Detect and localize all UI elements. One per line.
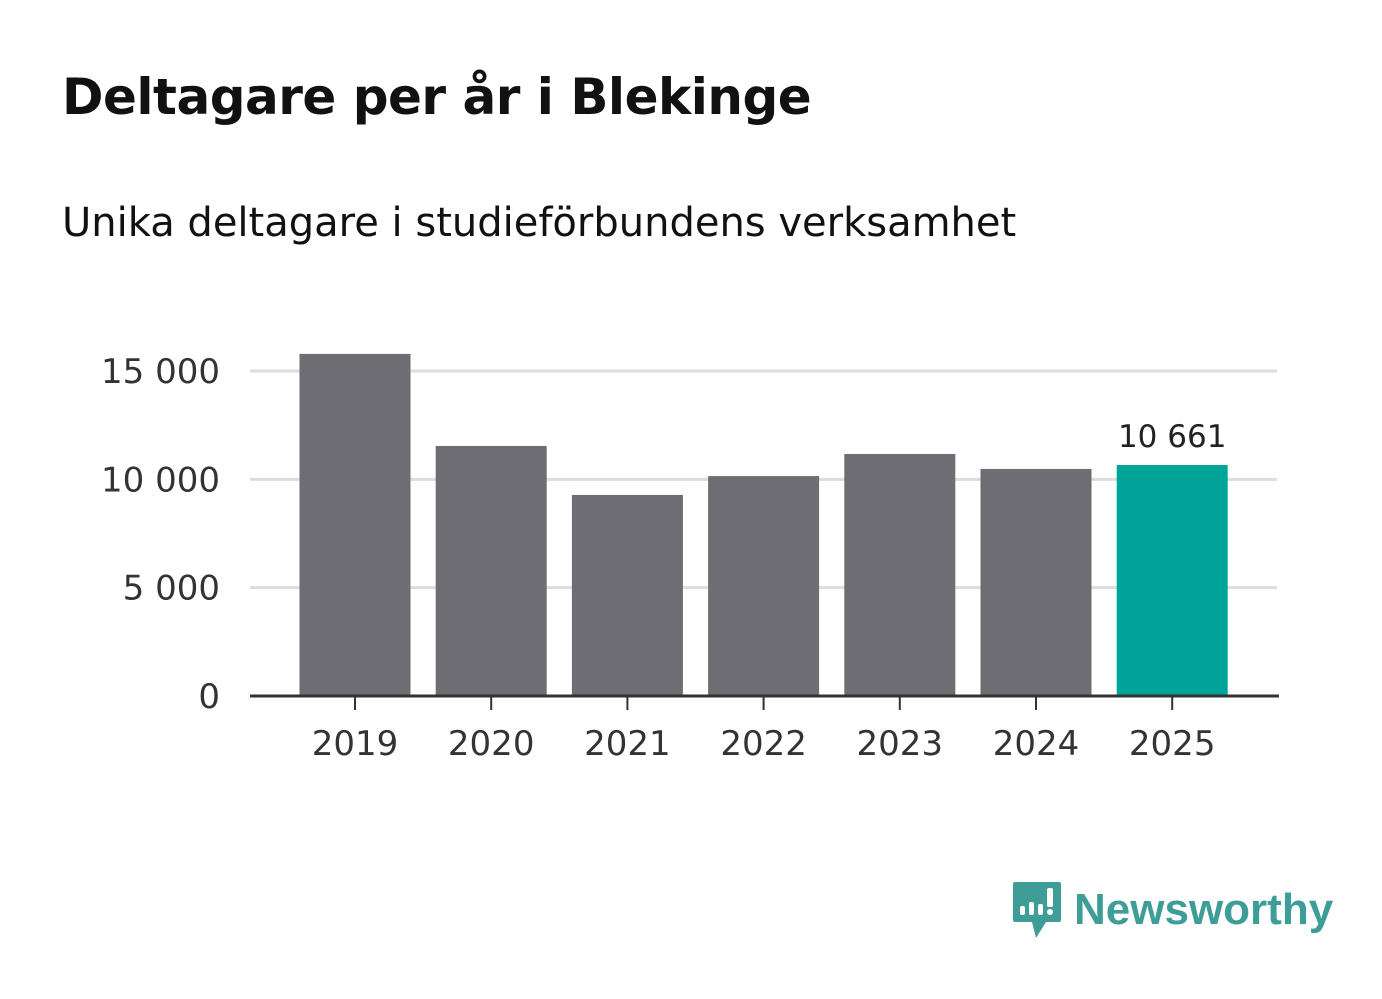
y-tick-label: 10 000 <box>101 460 220 500</box>
y-tick-label: 15 000 <box>101 352 220 392</box>
x-tick-label: 2022 <box>720 724 807 764</box>
bar-2021 <box>571 494 683 696</box>
x-tick-label: 2024 <box>993 724 1080 764</box>
newsworthy-logo: Newsworthy <box>1012 880 1333 940</box>
chart-title: Deltagare per år i Blekinge <box>62 68 812 126</box>
bar-2022 <box>708 476 820 696</box>
bar-2024 <box>980 468 1092 696</box>
x-tick-label: 2025 <box>1129 724 1216 764</box>
bar-2023 <box>844 453 956 696</box>
y-tick-label: 5 000 <box>123 569 220 609</box>
x-tick-label: 2023 <box>857 724 944 764</box>
newsworthy-logo-icon <box>1013 882 1061 938</box>
x-tick-label: 2020 <box>448 724 535 764</box>
x-tick-label: 2021 <box>584 724 671 764</box>
data-label: 10 661 <box>1118 419 1226 455</box>
bar-2019 <box>299 353 411 696</box>
y-tick-label: 0 <box>198 677 220 717</box>
x-tick-label: 2019 <box>312 724 399 764</box>
brand-name: Newsworthy <box>1074 885 1334 934</box>
chart-subtitle: Unika deltagare i studieförbundens verks… <box>62 200 1017 246</box>
bar-2025 <box>1116 465 1228 696</box>
bar-2020 <box>435 445 547 696</box>
